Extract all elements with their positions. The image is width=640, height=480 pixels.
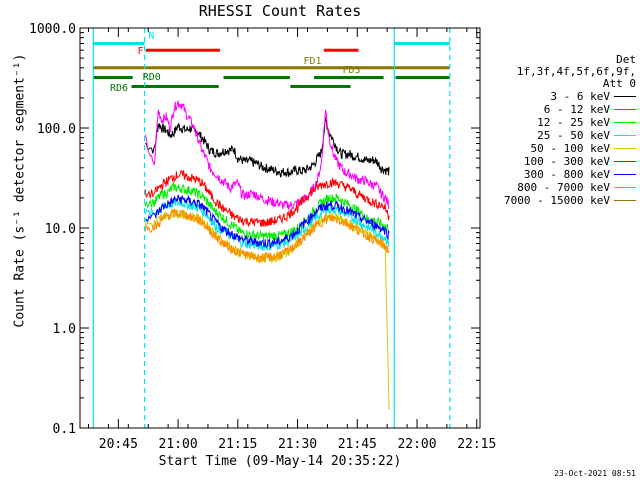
legend: Det 1f,3f,4f,5f,6f,9f, Att 0 3 - 6 keV 6 … <box>492 54 636 207</box>
annotation-layer: NF FD1 FD3 RD0 RD6 <box>110 31 361 94</box>
legend-swatch <box>614 109 636 110</box>
series-line-0 <box>144 117 390 178</box>
tick-layer: 0.1 1.0 10.0 100.0 1000.0 20:45 21:00 21:15 21:3… <box>29 22 496 452</box>
legend-entry-8: 7000 - 15000 keV <box>492 194 636 207</box>
y-axis-label: Count Rate (s⁻¹ detector segment⁻¹) <box>12 53 28 328</box>
series-line-4 <box>144 209 390 410</box>
legend-entry-label: 3 - 6 keV <box>550 90 610 103</box>
status-bar-layer <box>93 42 450 88</box>
legend-entry-4: 50 - 100 keV <box>492 142 636 155</box>
x-tick-label-2: 21:15 <box>218 437 257 452</box>
legend-entry-label: 25 - 50 keV <box>537 129 610 142</box>
x-tick-label-1: 21:00 <box>159 437 198 452</box>
legend-swatch <box>614 96 636 97</box>
annotation-rd0: RD0 <box>143 72 161 83</box>
legend-entry-label: 100 - 300 keV <box>523 155 610 168</box>
annotation-f: F <box>138 46 144 57</box>
y-tick-label-4: 1000.0 <box>29 22 76 37</box>
y-tick-label-2: 10.0 <box>45 222 76 237</box>
x-axis-label: Start Time (09-May-14 20:35:22) <box>158 454 402 469</box>
x-tick-label-0: 20:45 <box>99 437 138 452</box>
x-tick-label-4: 21:45 <box>338 437 377 452</box>
y-tick-label-1: 1.0 <box>53 322 76 337</box>
annotation-fd3: FD3 <box>343 65 361 76</box>
legend-entry-2: 12 - 25 keV <box>492 116 636 129</box>
x-tick-label-5: 22:00 <box>397 437 436 452</box>
annotation-n: N <box>148 31 154 42</box>
legend-swatch <box>614 148 636 149</box>
series-line-6 <box>144 194 390 249</box>
x-tick-label-6: 22:15 <box>457 437 496 452</box>
legend-entry-label: 7000 - 15000 keV <box>504 194 610 207</box>
series-line-1 <box>144 99 390 210</box>
legend-swatch <box>614 200 636 201</box>
legend-entry-label: 50 - 100 keV <box>530 142 610 155</box>
y-tick-label-3: 100.0 <box>37 122 76 137</box>
legend-header-detectors: Det 1f,3f,4f,5f,6f,9f, <box>516 53 636 78</box>
series-line-7 <box>144 207 390 264</box>
legend-entry-7: 800 - 7000 keV <box>492 181 636 194</box>
legend-rows: 3 - 6 keV 6 - 12 keV 12 - 25 keV 25 - 50 ke… <box>492 90 636 207</box>
legend-entry-3: 25 - 50 keV <box>492 129 636 142</box>
legend-entry-6: 300 - 800 keV <box>492 168 636 181</box>
annotation-rd6: RD6 <box>110 83 128 94</box>
legend-header-attenuator: Att 0 <box>602 77 636 90</box>
timestamp-footer: 23-Oct-2021 08:51 <box>554 469 636 478</box>
legend-entry-5: 100 - 300 keV <box>492 155 636 168</box>
series-line-5 <box>144 169 390 228</box>
legend-swatch <box>614 122 636 123</box>
legend-entry-label: 300 - 800 keV <box>523 168 610 181</box>
legend-swatch <box>614 187 636 188</box>
series-layer <box>144 99 390 410</box>
legend-entry-label: 12 - 25 keV <box>537 116 610 129</box>
chart-title: RHESSI Count Rates <box>198 2 362 20</box>
y-tick-label-0: 0.1 <box>53 422 76 437</box>
legend-swatch <box>614 161 636 162</box>
x-tick-label-3: 21:30 <box>278 437 317 452</box>
legend-entry-label: 6 - 12 keV <box>543 103 610 116</box>
annotation-fd1: FD1 <box>304 56 322 67</box>
legend-entry-1: 6 - 12 keV <box>492 103 636 116</box>
legend-entry-0: 3 - 6 keV <box>492 90 636 103</box>
legend-swatch <box>614 135 636 136</box>
vertical-line-layer <box>92 28 451 428</box>
legend-entry-label: 800 - 7000 keV <box>517 181 610 194</box>
legend-swatch <box>614 174 636 175</box>
